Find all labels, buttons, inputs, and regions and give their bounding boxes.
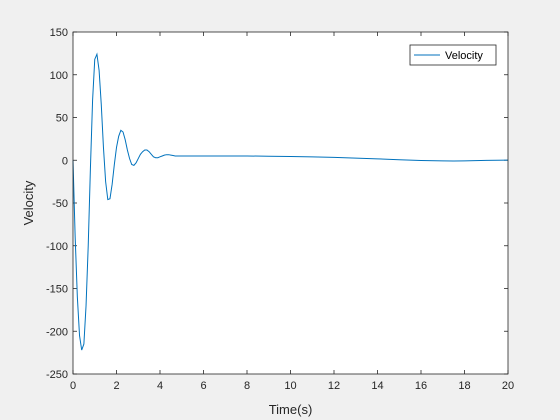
plot-area [73, 32, 508, 374]
x-tick-label: 20 [502, 380, 514, 392]
plot-border [72, 31, 509, 375]
x-tick-label: 2 [113, 380, 119, 392]
y-tick-label: -50 [52, 198, 68, 210]
y-tick-label: -250 [46, 369, 68, 381]
x-tick-label: 14 [371, 380, 383, 392]
x-tick-label: 0 [70, 380, 76, 392]
y-tick-label: -150 [46, 284, 68, 296]
legend-box [409, 44, 497, 66]
legend-label-velocity: Velocity [445, 50, 483, 62]
x-tick-label: 18 [458, 380, 470, 392]
x-tick-label: 8 [244, 380, 250, 392]
y-tick-label: -100 [46, 241, 68, 253]
y-tick-label: -200 [46, 326, 68, 338]
y-tick-label: 150 [50, 27, 68, 39]
legend: Velocity [409, 44, 497, 66]
series-line-velocity [72, 52, 509, 351]
y-tick-label: 0 [62, 155, 68, 167]
y-axis-ticks: -250 -200 -150 -100 -50 0 50 100 150 [46, 27, 508, 381]
x-axis-ticks: 0 2 4 6 8 10 12 14 16 18 20 [70, 32, 514, 392]
x-tick-label: 4 [157, 380, 163, 392]
x-tick-label: 6 [200, 380, 206, 392]
x-axis-label: Time(s) [269, 402, 313, 417]
x-tick-label: 12 [328, 380, 340, 392]
x-tick-label: 10 [284, 380, 296, 392]
x-tick-label: 16 [415, 380, 427, 392]
y-tick-label: 100 [50, 70, 68, 82]
y-axis-label: Velocity [21, 180, 36, 225]
y-tick-label: 50 [56, 113, 68, 125]
